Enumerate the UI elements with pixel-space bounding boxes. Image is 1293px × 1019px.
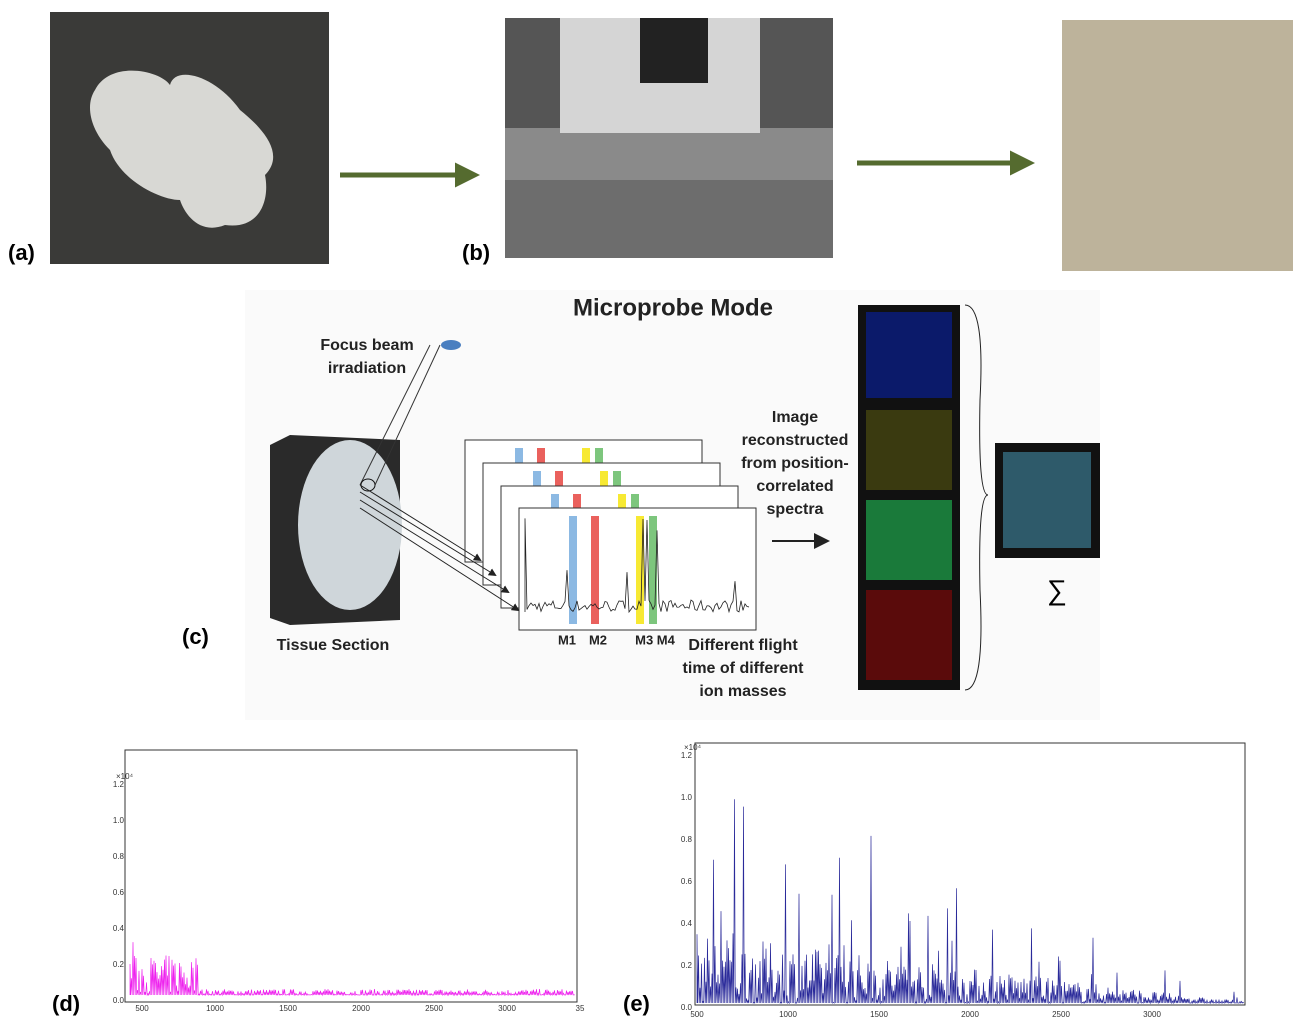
x-tick-label: 1000: [779, 1010, 797, 1019]
mass-label: M2: [589, 632, 607, 647]
caption: Focus beam: [320, 337, 413, 354]
panel-label: (e): [623, 991, 650, 1016]
diagram-title: Microprobe Mode: [573, 294, 773, 321]
probe-tip: [640, 18, 708, 83]
x-tick-label: 2500: [1052, 1010, 1070, 1019]
caption: Different flight: [688, 637, 798, 654]
panel-label: (b): [462, 240, 490, 265]
sum-symbol: ∑: [1047, 574, 1067, 605]
figure: (a) (b) Microprobe Mode (d) 0.0 0.2 0.4 0.6 0…: [0, 0, 1293, 1019]
y-tick-label: 0.6: [113, 888, 125, 897]
x-tick-label: 1000: [206, 1004, 224, 1013]
sum-image-inner: [1003, 452, 1091, 548]
y-tick-label: 0.2: [681, 961, 693, 970]
panel-label: (a): [8, 240, 35, 265]
stage: [505, 180, 833, 258]
y-tick-label: 1.0: [681, 793, 693, 802]
y-tick-label: 0.8: [681, 835, 693, 844]
y-unit: ×10⁴: [116, 772, 134, 781]
ion-image: [866, 410, 952, 490]
caption: time of different: [683, 660, 805, 677]
beam-source: [441, 340, 461, 350]
spectrum-trace: [130, 942, 575, 995]
y-unit: ×10⁴: [684, 743, 702, 752]
caption: correlated: [756, 478, 833, 495]
x-tick-label: 2500: [425, 1004, 443, 1013]
spectrum-frame: [125, 750, 577, 1002]
caption: from position-: [741, 455, 849, 472]
x-tick-label: 500: [690, 1010, 704, 1019]
caption: Image: [772, 409, 818, 426]
x-tick-label: 3000: [1143, 1010, 1161, 1019]
y-tick-label: 0.6: [681, 877, 693, 886]
page: (a) (b) Microprobe Mode (d) 0.0 0.2 0.4 0.6 0…: [0, 0, 1293, 1019]
x-tick-label: 2000: [352, 1004, 370, 1013]
caption: Tissue Section: [277, 637, 390, 654]
mass-label: M3 M4: [635, 632, 676, 647]
y-tick-label: 0.4: [113, 924, 125, 933]
y-tick-label: 0.4: [681, 919, 693, 928]
x-tick-label: 1500: [279, 1004, 297, 1013]
x-tick-label: 500: [135, 1004, 149, 1013]
x-tick-label: 1500: [870, 1010, 888, 1019]
caption: irradiation: [328, 360, 406, 377]
spectrum-trace: [697, 799, 1244, 1003]
y-tick-label: 1.0: [113, 816, 125, 825]
y-tick-label: 0.2: [113, 960, 125, 969]
caption: ion masses: [699, 683, 786, 700]
y-tick-label: 1.2: [113, 780, 125, 789]
x-tick-label: 35: [576, 1004, 585, 1013]
photo-c: [1062, 20, 1293, 271]
ion-image: [866, 590, 952, 680]
ion-image: [866, 500, 952, 580]
caption: reconstructed: [742, 432, 849, 449]
x-tick-label: 2000: [961, 1010, 979, 1019]
y-tick-label: 1.2: [681, 751, 693, 760]
mass-label: M1: [558, 632, 576, 647]
y-tick-label: 0.0: [113, 996, 125, 1005]
caption: spectra: [767, 501, 824, 518]
ion-image: [866, 312, 952, 398]
spectrum-frame: [695, 743, 1245, 1005]
y-tick-label: 0.8: [113, 852, 125, 861]
panel-label: (d): [52, 991, 80, 1016]
x-tick-label: 3000: [498, 1004, 516, 1013]
panel-label: (c): [182, 624, 209, 649]
